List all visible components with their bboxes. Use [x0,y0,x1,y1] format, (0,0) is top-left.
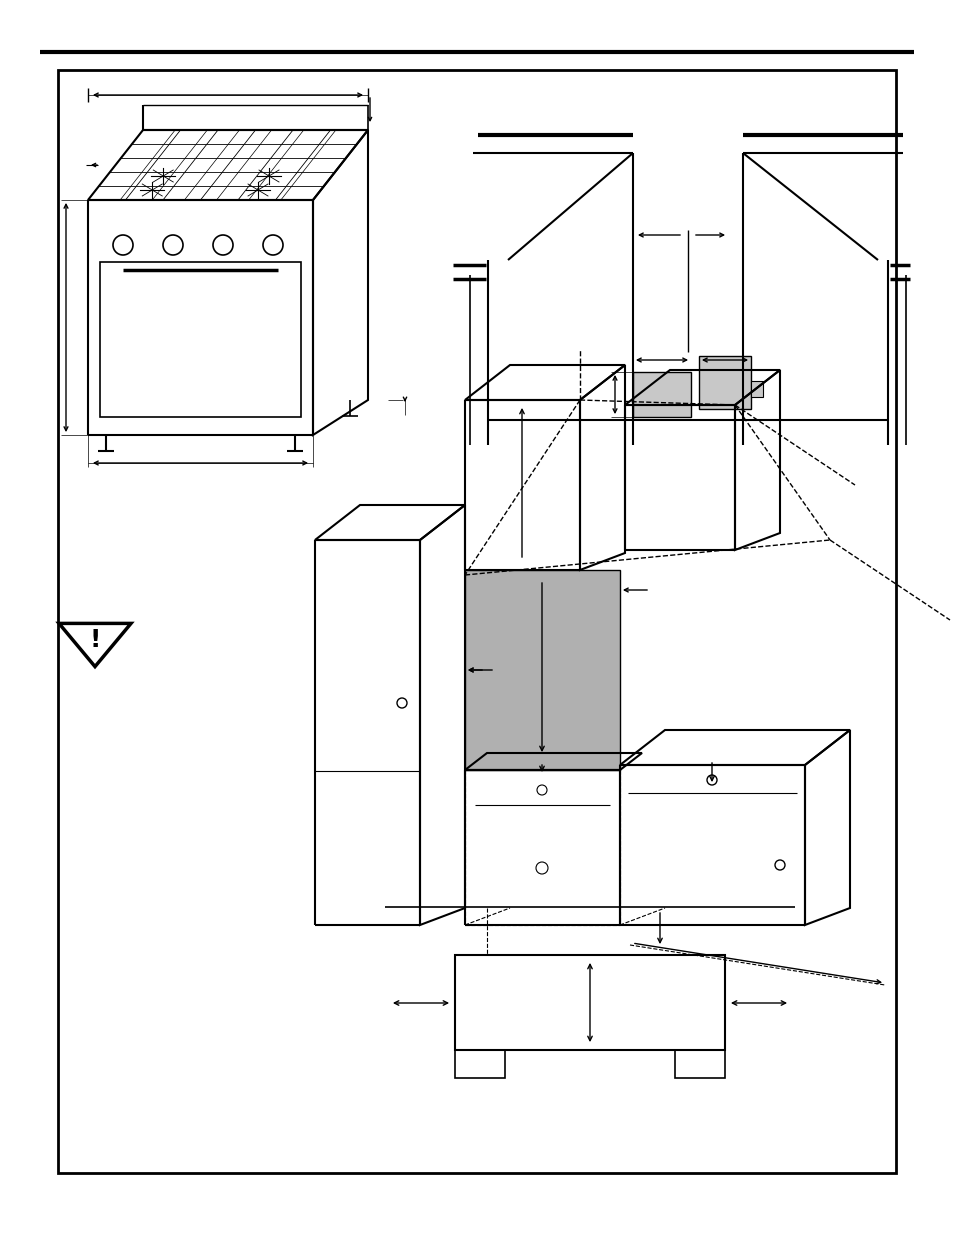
Bar [699,356,750,409]
Bar [633,372,690,417]
Bar [464,571,619,769]
Bar [675,1050,724,1078]
Text: !: ! [90,627,101,652]
Bar [455,1050,504,1078]
Bar [455,955,724,1050]
Bar [58,70,895,1173]
Bar [750,382,762,396]
Bar [100,262,301,417]
